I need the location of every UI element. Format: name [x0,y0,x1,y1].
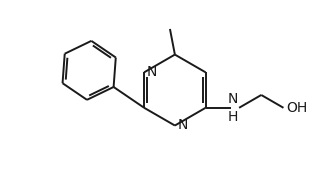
Text: OH: OH [287,101,308,115]
Text: N: N [228,92,238,106]
Text: H: H [228,110,238,124]
Text: N: N [178,118,188,132]
Text: N: N [147,65,158,79]
